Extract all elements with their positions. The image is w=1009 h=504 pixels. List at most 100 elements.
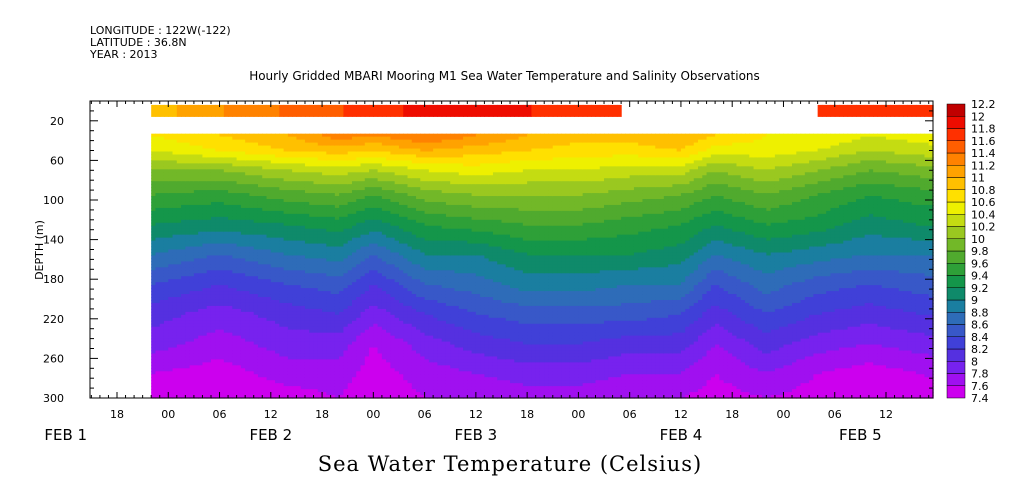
temperature-cell: [219, 190, 225, 194]
temperature-cell: [343, 145, 349, 150]
temperature-cell: [369, 350, 374, 355]
temperature-cell: [334, 184, 340, 188]
temperature-cell: [223, 249, 229, 254]
temperature-cell: [279, 326, 285, 331]
temperature-cell: [206, 329, 212, 334]
temperature-cell: [386, 246, 392, 251]
temperature-cell: [206, 314, 212, 319]
temperature-cell: [351, 261, 357, 265]
temperature-cell: [343, 246, 349, 251]
temperature-cell: [232, 261, 238, 265]
temperature-cell: [176, 392, 182, 396]
temperature-cell: [151, 201, 157, 206]
temperature-cell: [292, 395, 298, 399]
temperature-cell: [189, 187, 195, 191]
temperature-cell: [317, 371, 323, 375]
temperature-cell: [232, 347, 238, 352]
temperature-cell: [215, 291, 221, 295]
temperature-cell: [210, 374, 216, 378]
temperature-cell: [228, 353, 233, 358]
temperature-cell: [309, 294, 315, 298]
temperature-cell: [181, 243, 186, 248]
temperature-cell: [283, 172, 289, 176]
temperature-cell: [369, 302, 374, 307]
temperature-cell: [322, 264, 327, 268]
temperature-cell: [317, 350, 323, 355]
temperature-cell: [381, 181, 387, 185]
temperature-cell: [228, 350, 233, 355]
temperature-cell: [322, 163, 327, 167]
temperature-cell: [343, 380, 349, 384]
temperature-cell: [360, 196, 366, 200]
temperature-cell: [356, 249, 362, 254]
temperature-cell: [189, 317, 195, 322]
temperature-cell: [155, 362, 161, 366]
temperature-cell: [283, 279, 289, 283]
temperature-cell: [176, 157, 182, 161]
temperature-cell: [317, 288, 323, 292]
temperature-cell: [377, 294, 383, 298]
temperature-cell: [253, 374, 259, 378]
temperature-cell: [236, 166, 242, 170]
temperature-cell: [287, 291, 293, 295]
temperature-cell: [181, 151, 186, 156]
temperature-cell: [176, 279, 182, 283]
temperature-cell: [245, 350, 251, 355]
temperature-cell: [343, 139, 349, 144]
temperature-cell: [253, 329, 259, 334]
temperature-cell: [262, 311, 268, 316]
temperature-cell: [176, 210, 182, 215]
temperature-cell: [185, 154, 191, 159]
temperature-cell: [334, 374, 340, 378]
temperature-cell: [219, 172, 225, 176]
temperature-cell: [309, 252, 315, 257]
temperature-cell: [193, 282, 199, 286]
temperature-cell: [223, 166, 229, 170]
temperature-cell: [219, 282, 225, 286]
temperature-cell: [304, 199, 310, 203]
temperature-cell: [386, 317, 392, 322]
temperature-cell: [270, 172, 276, 176]
temperature-cell: [364, 255, 370, 260]
temperature-cell: [386, 386, 392, 390]
temperature-cell: [189, 291, 195, 295]
temperature-cell: [245, 308, 251, 313]
temperature-cell: [283, 320, 289, 325]
temperature-cell: [198, 386, 204, 390]
temperature-cell: [202, 374, 208, 378]
temperature-cell: [351, 276, 357, 280]
temperature-cell: [232, 252, 238, 257]
temperature-cell: [168, 145, 174, 150]
temperature-cell: [210, 311, 216, 316]
temperature-cell: [193, 338, 199, 343]
temperature-cell: [189, 314, 195, 319]
temperature-cell: [360, 285, 366, 289]
temperature-cell: [249, 142, 255, 147]
temperature-cell: [155, 344, 161, 349]
temperature-cell: [381, 142, 387, 147]
temperature-cell: [317, 231, 323, 236]
temperature-cell: [232, 207, 238, 212]
temperature-cell: [351, 234, 357, 239]
temperature-cell: [240, 350, 246, 355]
temperature-cell: [381, 389, 387, 393]
temperature-cell: [240, 368, 246, 372]
temperature-cell: [215, 347, 221, 352]
temperature-cell: [369, 196, 374, 200]
temperature-cell: [223, 187, 229, 191]
temperature-cell: [181, 139, 186, 144]
temperature-cell: [373, 207, 379, 212]
temperature-cell: [236, 190, 242, 194]
temperature-cell: [249, 139, 255, 144]
temperature-cell: [386, 148, 392, 153]
temperature-cell: [304, 350, 310, 355]
temperature-cell: [381, 299, 387, 304]
temperature-cell: [386, 252, 392, 257]
temperature-cell: [304, 175, 310, 179]
temperature-cell: [181, 291, 186, 295]
temperature-cell: [296, 181, 302, 185]
temperature-cell: [356, 329, 362, 334]
temperature-cell: [275, 294, 280, 298]
temperature-cell: [287, 347, 293, 352]
temperature-cell: [351, 231, 357, 236]
